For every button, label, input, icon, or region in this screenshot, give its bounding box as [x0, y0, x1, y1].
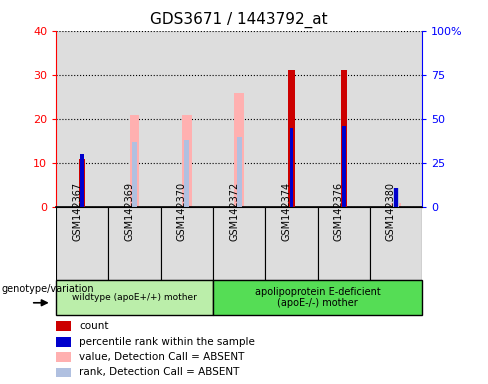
- Text: count: count: [79, 321, 108, 331]
- Bar: [370, 207, 422, 280]
- Bar: [213, 207, 265, 280]
- Bar: [265, 207, 318, 280]
- Bar: [393, 188, 399, 207]
- Bar: [56, 367, 71, 377]
- Bar: [56, 207, 108, 280]
- Bar: [182, 114, 191, 207]
- Bar: [130, 114, 139, 207]
- Bar: [370, 31, 422, 207]
- Bar: [289, 128, 293, 207]
- Title: GDS3671 / 1443792_at: GDS3671 / 1443792_at: [150, 12, 328, 28]
- Bar: [184, 140, 189, 207]
- Bar: [161, 31, 213, 207]
- Bar: [342, 126, 346, 207]
- Bar: [394, 188, 398, 207]
- Bar: [391, 203, 401, 207]
- Bar: [318, 31, 370, 207]
- Bar: [81, 154, 84, 207]
- Bar: [56, 321, 71, 331]
- Text: GSM142380: GSM142380: [386, 182, 396, 240]
- Bar: [108, 31, 161, 207]
- Text: GSM142372: GSM142372: [229, 181, 239, 241]
- Bar: [108, 207, 161, 280]
- Text: genotype/variation: genotype/variation: [1, 284, 94, 294]
- Text: percentile rank within the sample: percentile rank within the sample: [79, 337, 255, 347]
- Bar: [213, 31, 265, 207]
- Bar: [341, 70, 347, 207]
- Bar: [161, 207, 213, 280]
- Bar: [56, 352, 71, 362]
- Bar: [234, 93, 244, 207]
- Bar: [56, 337, 71, 347]
- Bar: [213, 280, 422, 315]
- Text: GSM142374: GSM142374: [282, 182, 291, 240]
- Bar: [56, 31, 108, 207]
- Text: GSM142367: GSM142367: [72, 182, 82, 240]
- Text: GSM142376: GSM142376: [334, 182, 344, 240]
- Text: GSM142369: GSM142369: [124, 182, 135, 240]
- Text: apolipoprotein E-deficient
(apoE-/-) mother: apolipoprotein E-deficient (apoE-/-) mot…: [255, 287, 381, 308]
- Bar: [237, 137, 242, 207]
- Text: wildtype (apoE+/+) mother: wildtype (apoE+/+) mother: [72, 293, 197, 302]
- Text: GSM142370: GSM142370: [177, 182, 187, 240]
- Bar: [288, 70, 295, 207]
- Bar: [56, 280, 213, 315]
- Bar: [318, 207, 370, 280]
- Text: rank, Detection Call = ABSENT: rank, Detection Call = ABSENT: [79, 367, 239, 377]
- Bar: [132, 142, 137, 207]
- Bar: [79, 159, 85, 207]
- Text: value, Detection Call = ABSENT: value, Detection Call = ABSENT: [79, 352, 244, 362]
- Bar: [265, 31, 318, 207]
